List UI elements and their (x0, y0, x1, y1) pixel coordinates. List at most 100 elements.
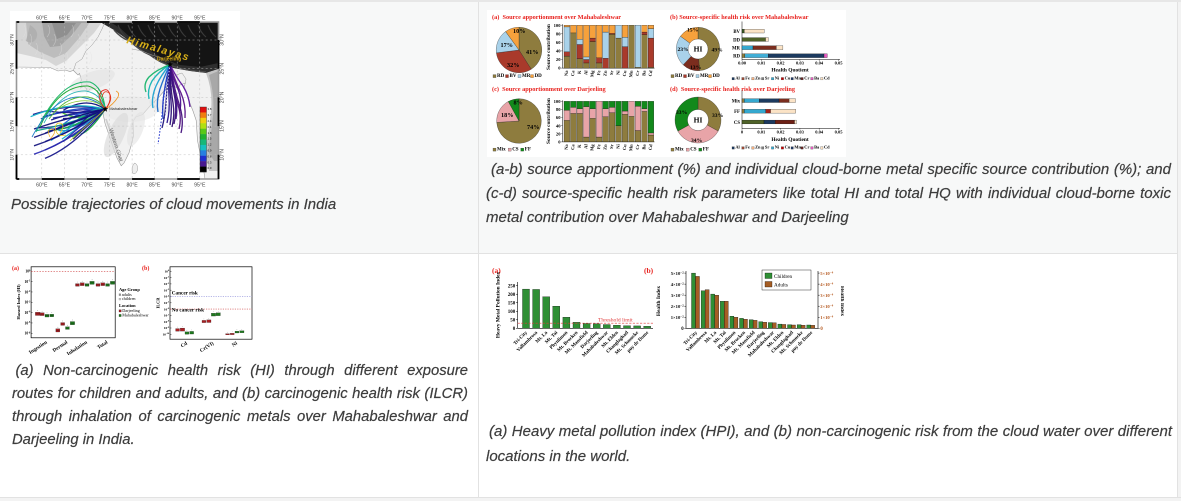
svg-text:60: 60 (556, 40, 561, 45)
svg-text:95°E: 95°E (194, 182, 206, 188)
svg-text:80°E: 80°E (126, 16, 138, 22)
svg-text:15°N: 15°N (220, 120, 226, 132)
svg-text:13%: 13% (690, 65, 702, 71)
svg-text:10-1: 10-1 (164, 276, 170, 280)
svg-text:10-4: 10-4 (164, 294, 170, 298)
svg-text:(d) Source-specific health ri: (d) Source-specific health risk over Dar… (670, 86, 796, 93)
svg-text:0.02: 0.02 (777, 129, 786, 134)
svg-text:4×10−2: 4×10−2 (671, 281, 684, 286)
svg-text:Ni: Ni (231, 340, 239, 348)
svg-text:50: 50 (510, 319, 516, 324)
svg-text:Adults: Adults (774, 283, 788, 289)
svg-text:0: 0 (513, 327, 516, 332)
svg-text:(c) Source apportionment over: (c) Source apportionment over Darjeeling (492, 86, 606, 93)
svg-text:20: 20 (556, 131, 561, 136)
svg-text:Sr: Sr (609, 70, 614, 75)
svg-text:Mix: Mix (732, 99, 741, 104)
svg-text:DD: DD (535, 74, 543, 79)
svg-text:25°N: 25°N (220, 63, 226, 75)
svg-text:Source contribution: Source contribution (546, 98, 552, 144)
svg-text:2×10−2: 2×10−2 (671, 304, 684, 309)
svg-text:2.4: 2.4 (208, 119, 212, 123)
svg-text:Zn: Zn (755, 145, 761, 150)
svg-text:3.7: 3.7 (208, 113, 212, 117)
svg-text:Cd: Cd (648, 70, 654, 77)
svg-text:23%: 23% (678, 47, 690, 53)
svg-text:10-3: 10-3 (164, 288, 170, 292)
svg-text:0.9: 0.9 (208, 149, 212, 153)
svg-text:34%: 34% (691, 138, 703, 144)
svg-text:(b): (b) (644, 266, 654, 275)
svg-text:10°N: 10°N (220, 149, 226, 161)
svg-text:Ca: Ca (570, 143, 576, 150)
svg-text:0.03: 0.03 (796, 129, 805, 134)
svg-text:90°E: 90°E (172, 182, 184, 188)
svg-text:Zn: Zn (602, 144, 608, 150)
svg-text:FF: FF (734, 110, 740, 115)
svg-text:children: children (122, 296, 137, 301)
svg-text:Mg: Mg (589, 70, 595, 78)
svg-text:BV: BV (688, 74, 695, 79)
svg-text:65°E: 65°E (59, 16, 71, 22)
svg-text:Cr: Cr (635, 144, 640, 150)
svg-text:Na: Na (564, 70, 570, 77)
svg-text:Mg: Mg (589, 143, 595, 151)
svg-text:Threshold limit: Threshold limit (598, 317, 633, 323)
svg-text:33%: 33% (712, 113, 724, 119)
svg-text:10-5: 10-5 (25, 321, 31, 325)
svg-text:0.0: 0.0 (208, 166, 212, 170)
svg-text:Cr: Cr (804, 75, 809, 80)
svg-text:80: 80 (556, 107, 561, 112)
svg-text:Age Group: Age Group (119, 287, 140, 292)
svg-text:15%: 15% (687, 28, 699, 34)
svg-text:20°N: 20°N (10, 91, 16, 103)
svg-text:(a): (a) (492, 266, 501, 275)
svg-text:30°N: 30°N (220, 34, 226, 46)
svg-text:Cu: Cu (622, 70, 628, 77)
svg-text:Health Index: Health Index (839, 286, 844, 316)
svg-text:74%: 74% (527, 124, 539, 131)
svg-text:BV: BV (733, 30, 740, 35)
svg-text:1.5: 1.5 (208, 137, 212, 141)
svg-text:Darjeeling: Darjeeling (122, 308, 141, 313)
svg-text:5×10−4: 5×10−4 (820, 270, 833, 275)
svg-text:1×10−2: 1×10−2 (671, 315, 684, 320)
svg-text:70°E: 70°E (81, 16, 93, 22)
svg-text:200: 200 (508, 293, 516, 298)
svg-text:Ba: Ba (814, 145, 820, 150)
svg-text:10-10: 10-10 (163, 332, 170, 336)
svg-text:Ni: Ni (775, 145, 780, 150)
svg-text:90°E: 90°E (172, 16, 184, 22)
svg-text:MR: MR (732, 47, 741, 52)
svg-text:adults: adults (122, 292, 132, 297)
svg-text:Mahabaleshwar: Mahabaleshwar (109, 106, 138, 111)
svg-text:95°E: 95°E (194, 16, 206, 22)
svg-text:Ni: Ni (615, 143, 620, 149)
svg-text:Health Index: Health Index (656, 286, 662, 316)
svg-text:Ba: Ba (641, 143, 647, 149)
svg-text:Mix: Mix (497, 148, 506, 153)
svg-text:Cu: Cu (622, 144, 628, 151)
svg-text:100: 100 (554, 23, 562, 28)
svg-text:Cancer risk: Cancer risk (172, 291, 198, 297)
svg-text:Total: Total (96, 339, 109, 351)
svg-text:10-5: 10-5 (164, 301, 170, 305)
svg-text:FF: FF (703, 148, 709, 153)
svg-text:(a): (a) (12, 265, 19, 272)
svg-text:0.00: 0.00 (738, 61, 747, 66)
svg-text:15°N: 15°N (10, 120, 16, 132)
svg-text:Zn: Zn (602, 70, 608, 76)
svg-text:10-6: 10-6 (25, 331, 31, 335)
svg-text:RD: RD (675, 74, 683, 79)
svg-text:Fe: Fe (596, 70, 601, 75)
svg-text:Ca: Ca (570, 70, 576, 77)
svg-text:40: 40 (556, 123, 561, 128)
svg-text:0.3: 0.3 (208, 160, 212, 164)
svg-text:2.1: 2.1 (208, 125, 212, 129)
svg-text:RD: RD (497, 74, 505, 79)
svg-text:Al: Al (735, 145, 740, 150)
svg-text:ILCR: ILCR (156, 297, 161, 309)
svg-text:(b): (b) (142, 265, 149, 272)
svg-text:Zn: Zn (755, 75, 761, 80)
svg-text:100: 100 (25, 269, 31, 273)
